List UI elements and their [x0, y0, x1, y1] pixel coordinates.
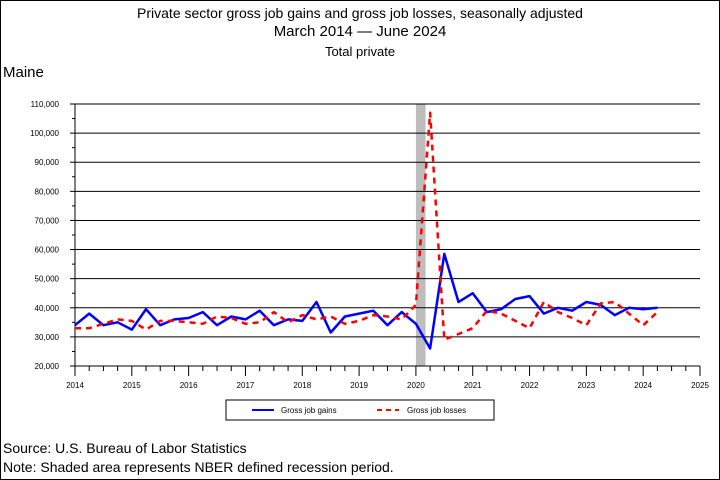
recession-band-layer [415, 104, 426, 366]
y-tick-label: 60,000 [35, 246, 60, 255]
x-tick-label: 2016 [180, 381, 198, 390]
chart-title: Private sector gross job gains and gross… [137, 5, 583, 21]
y-tick-label: 30,000 [35, 333, 60, 342]
x-tick-label: 2017 [237, 381, 255, 390]
x-tick-label: 2022 [521, 381, 539, 390]
y-tick-label: 90,000 [35, 158, 60, 167]
y-tick-label: 20,000 [35, 362, 60, 371]
region-label: Maine [3, 64, 44, 81]
legend: Gross job gains Gross job losses [225, 399, 495, 421]
y-tick-label: 50,000 [35, 275, 60, 284]
x-tick-label: 2023 [577, 381, 595, 390]
x-tick-label: 2024 [634, 381, 652, 390]
legend-losses-label: Gross job losses [407, 406, 466, 415]
y-tick-label: 100,000 [30, 129, 59, 138]
x-tick-label: 2020 [407, 381, 425, 390]
x-tick-label: 2018 [293, 381, 311, 390]
y-tick-label: 70,000 [35, 216, 60, 225]
axes-layer: 20,000 30,000 40,000 50,000 60,000 70,000 80,0… [30, 100, 709, 390]
gross-job-losses-line [75, 111, 659, 342]
legend-gains-label: Gross job gains [281, 406, 337, 415]
x-tick-label: 2015 [123, 381, 141, 390]
series-layer [74, 111, 659, 350]
x-tick-label: 2014 [66, 381, 84, 390]
recession-band [415, 104, 426, 366]
x-tick-label: 2025 [691, 381, 709, 390]
x-tick-label: 2021 [464, 381, 482, 390]
y-tick-label: 110,000 [31, 100, 60, 109]
gross-job-gains-line [74, 252, 658, 350]
grid-layer [75, 103, 700, 367]
y-tick-label: 40,000 [35, 304, 60, 313]
legend-box [225, 399, 495, 421]
chart-subtitle: March 2014 — June 2024 [273, 23, 447, 40]
recession-note: Note: Shaded area represents NBER define… [3, 459, 394, 475]
x-tick-label: 2019 [350, 381, 368, 390]
series-scope: Total private [324, 44, 396, 59]
source-note: Source: U.S. Bureau of Labor Statistics [3, 440, 247, 456]
y-tick-label: 80,000 [35, 187, 60, 196]
